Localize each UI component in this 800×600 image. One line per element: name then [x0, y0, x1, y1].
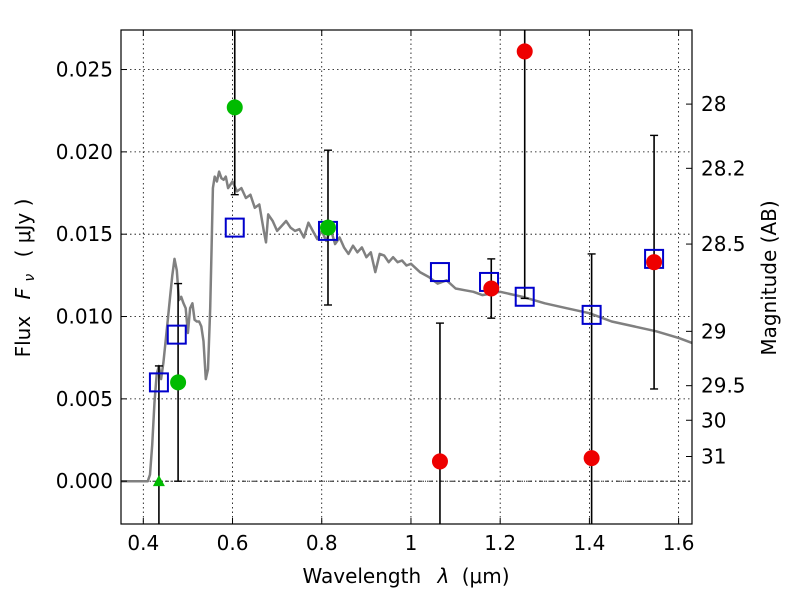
y-axis-title: Flux F ν ( μJy ): [11, 199, 39, 358]
y-tick-label: 0.025: [56, 58, 113, 82]
model-photometry-square: [581, 304, 602, 325]
model-photometry-square: [224, 217, 245, 238]
magnitude-axis-title: Magnitude (AB): [757, 200, 781, 355]
x-tick-label: 0.8: [306, 531, 338, 555]
y-axis-title-text: Flux: [11, 316, 35, 358]
x-tick-label: 1: [405, 531, 418, 555]
x-axis-title-symbol: λ: [437, 564, 450, 588]
magnitude-tick-label: 30: [701, 408, 726, 432]
magnitude-tick-label: 28: [701, 92, 726, 116]
x-tick-label: 0.4: [127, 531, 159, 555]
model-photometry-square: [148, 372, 169, 393]
magnitude-tick-label: 28.2: [701, 156, 746, 180]
grid-layer: [121, 30, 692, 524]
template-spectrum-layer: [121, 170, 693, 483]
observed-red-point: [583, 450, 600, 467]
y-tick-label: 0.020: [56, 140, 113, 164]
x-axis-title-text: Wavelength: [302, 564, 421, 588]
x-tick-label: 1.6: [663, 531, 695, 555]
magnitude-tick-label: 29.5: [701, 374, 746, 398]
y-tick-label: 0.005: [56, 387, 113, 411]
tick-layer: 0.4 0.6 0.8 1 1.2 1.4 1.6 0.000 0.005 0.010 0.015 0…: [56, 30, 746, 555]
y-axis-title-subscript: ν: [22, 274, 38, 282]
observed-green-point: [319, 219, 336, 236]
observed-green-point: [170, 374, 187, 391]
y-axis-title-symbol: F: [11, 287, 35, 299]
x-tick-label: 1.2: [484, 531, 516, 555]
model-photometry-square: [514, 286, 535, 307]
observed-red-point: [431, 453, 448, 470]
observed-red-point: [483, 280, 500, 297]
magnitude-tick-label: 31: [701, 444, 726, 468]
model-photometry-square: [166, 324, 187, 345]
plot-frame: [120, 29, 693, 525]
x-axis-title-unit: (μm): [462, 564, 510, 588]
magnitude-tick-label: 28.5: [701, 232, 746, 256]
x-axis-title: Wavelength λ (μm): [302, 564, 509, 588]
y-tick-label: 0.010: [56, 305, 113, 329]
observed-red-point: [516, 43, 533, 60]
model-photometry-square: [429, 262, 450, 283]
template-spectrum-line: [121, 170, 693, 483]
y-tick-label: 0.000: [56, 469, 113, 493]
magnitude-tick-label: 29: [701, 319, 726, 343]
upper-limit-triangle: [152, 475, 165, 487]
x-tick-label: 1.4: [573, 531, 605, 555]
observed-red-point: [646, 254, 663, 271]
y-axis-title-unit: ( μJy ): [11, 199, 35, 258]
x-tick-label: 0.6: [217, 531, 249, 555]
y-tick-label: 0.015: [56, 222, 113, 246]
marker-layer: [148, 43, 665, 487]
observed-green-point: [226, 99, 243, 116]
